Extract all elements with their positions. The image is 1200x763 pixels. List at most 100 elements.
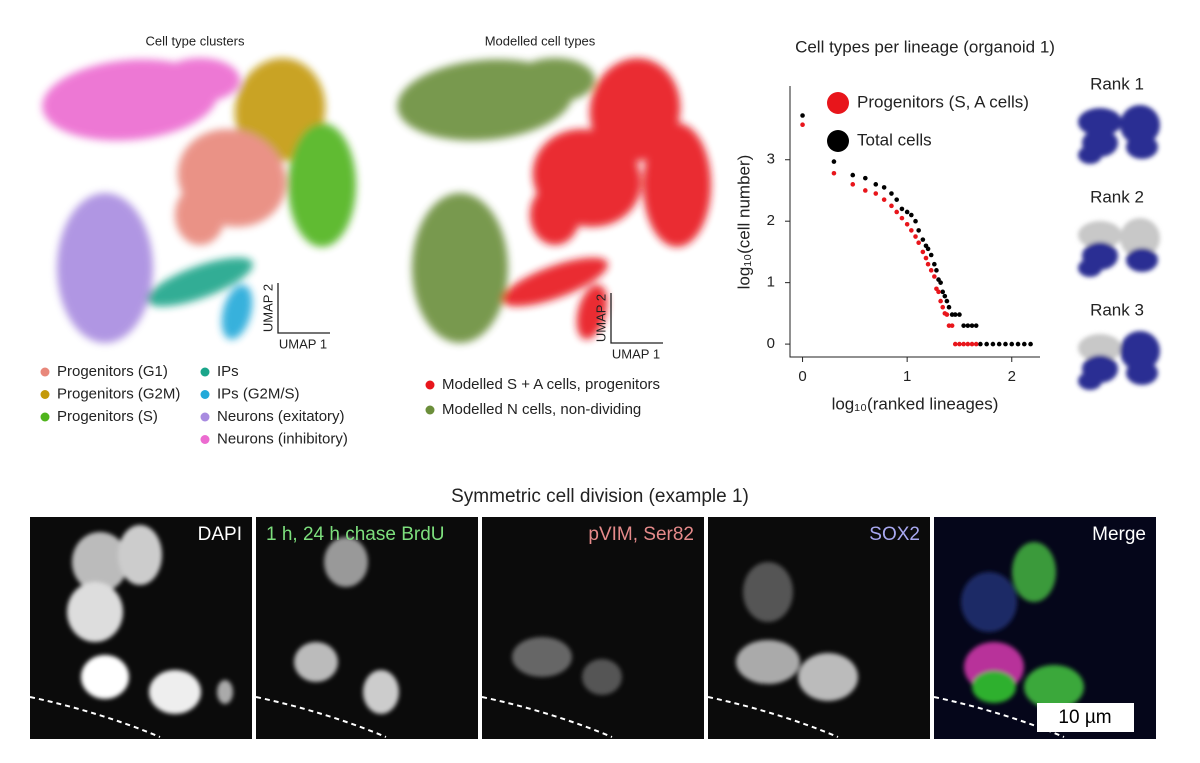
data-point: [889, 191, 894, 196]
legend-swatch: [827, 92, 849, 114]
data-point: [894, 209, 899, 215]
tissue-boundary: [481, 696, 613, 738]
cell: [972, 671, 1016, 703]
rank-label: Rank 2: [1090, 187, 1144, 206]
rank-blob: [1126, 248, 1158, 272]
data-point: [1022, 341, 1027, 347]
rank-blob: [1078, 259, 1102, 277]
legend-label: Total cells: [857, 130, 932, 149]
cell: [743, 562, 793, 622]
cluster-blob: [643, 123, 711, 247]
cluster-blob: [147, 257, 253, 307]
legend-label: Modelled S + A cells, progenitors: [442, 376, 660, 393]
legend-swatch: [40, 390, 50, 399]
data-point: [1009, 341, 1015, 347]
data-point: [913, 234, 918, 239]
data-point: [889, 203, 894, 209]
data-point: [973, 323, 979, 328]
umap-axis-y: UMAP 2: [260, 284, 275, 332]
cell: [72, 532, 128, 592]
cell: [1024, 665, 1084, 709]
data-point: [944, 298, 950, 304]
legend-label: IPs: [217, 363, 239, 380]
rank-blob: [1078, 334, 1122, 362]
data-point: [965, 323, 971, 328]
cluster-blob: [57, 193, 153, 343]
data-point: [942, 293, 948, 299]
cell: [736, 640, 800, 684]
legend-swatch: [200, 390, 210, 399]
cell-group: [961, 542, 1084, 709]
cluster-blob: [288, 123, 356, 247]
data-point: [863, 188, 868, 193]
rank-blob: [1120, 105, 1160, 145]
cell: [961, 572, 1017, 632]
channel-label: DAPI: [198, 524, 242, 545]
data-point: [925, 261, 931, 267]
cluster-blob: [412, 193, 508, 343]
data-point: [940, 304, 946, 310]
legend-swatch: [40, 367, 50, 377]
data-point: [873, 182, 879, 187]
data-point: [800, 122, 805, 128]
data-point: [944, 312, 950, 317]
x-axis-label: log₁₀(ranked lineages): [832, 394, 999, 413]
umap-axes: [277, 283, 330, 334]
data-point: [916, 228, 921, 233]
cell: [798, 653, 858, 701]
cell: [1012, 542, 1056, 602]
data-point: [916, 240, 921, 246]
data-point: [949, 323, 955, 328]
data-point: [973, 341, 979, 347]
rank-blob: [1078, 146, 1102, 164]
data-point: [850, 182, 856, 187]
legend-label: Progenitors (S): [57, 408, 158, 425]
data-point: [925, 246, 931, 252]
rank-umap: [1078, 218, 1160, 277]
y-axis-label: log₁₀(cell number): [734, 155, 753, 290]
data-point: [1028, 341, 1033, 347]
channel-label: 1 h, 24 h chase BrdU: [266, 524, 445, 545]
legend-label: Progenitors (G1): [57, 363, 168, 380]
data-point: [957, 341, 962, 347]
data-point: [904, 221, 910, 227]
scale-bar: [1037, 703, 1134, 732]
data-point: [894, 197, 899, 202]
umap-axis-y: UMAP 2: [593, 294, 608, 342]
legend-label: IPs (G2M/S): [217, 385, 300, 402]
legend-swatch: [425, 405, 435, 415]
data-point: [920, 237, 926, 242]
cell-group: [512, 637, 622, 695]
cell: [81, 655, 129, 699]
data-point: [831, 170, 837, 176]
rank-umap: [1078, 331, 1160, 390]
tissue-boundary: [707, 696, 839, 738]
data-point: [969, 341, 975, 347]
channel-label: Merge: [1092, 524, 1146, 545]
rank-blob: [1126, 361, 1158, 385]
data-point: [961, 323, 966, 328]
tissue-boundary: [29, 696, 161, 738]
cluster-blob: [175, 185, 225, 245]
data-point: [923, 255, 929, 261]
legend-swatch: [200, 367, 210, 377]
umap-title: Cell type clusters: [146, 33, 245, 48]
cell: [67, 582, 123, 642]
umap-panels: Cell type clusters UMAP 2 UMAP 1 Progenitor…: [40, 33, 711, 447]
channel-label: SOX2: [869, 524, 920, 545]
scale-bar-label: 10 µm: [1058, 707, 1111, 728]
umap-cloud: [42, 58, 356, 343]
tissue-boundary: [255, 696, 387, 738]
rank-label: Rank 3: [1090, 300, 1144, 319]
microscopy-title: Symmetric cell division (example 1): [451, 486, 749, 507]
legend-label: Neurons (exitatory): [217, 408, 345, 425]
y-tick-label: 2: [767, 212, 775, 229]
umap-axis-x: UMAP 1: [612, 346, 660, 361]
umap-title: Modelled cell types: [485, 33, 596, 48]
micrograph: [708, 517, 930, 739]
cell: [363, 670, 399, 714]
legend-swatch: [425, 380, 435, 390]
cell: [582, 659, 622, 695]
legend-label: Progenitors (G2M): [57, 385, 180, 402]
